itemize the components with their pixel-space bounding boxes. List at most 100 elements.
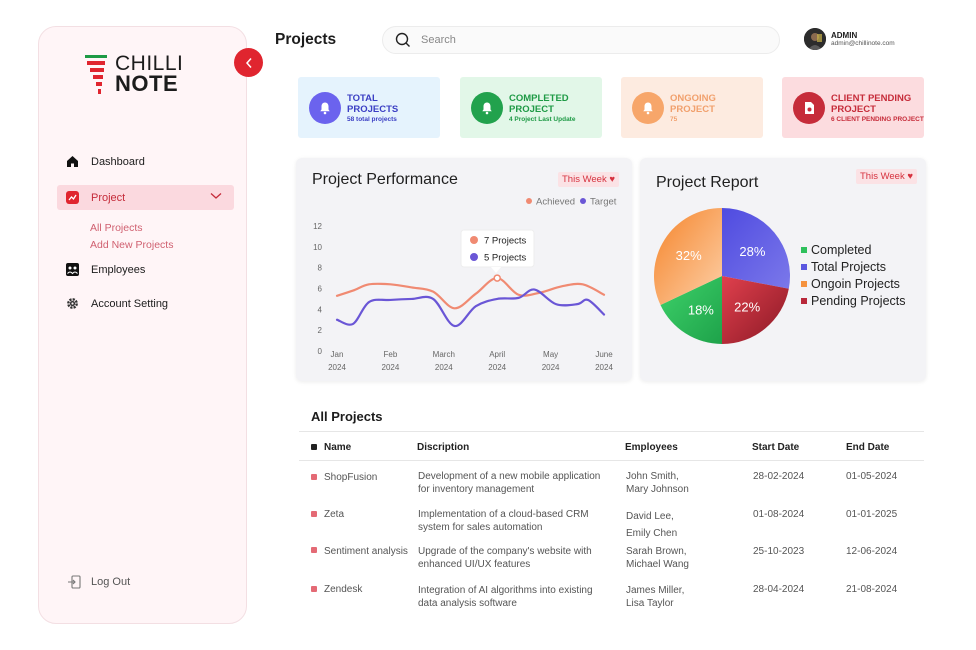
stat-title: PROJECT xyxy=(509,103,554,115)
project-description: Development of a new mobile application f… xyxy=(418,470,600,496)
column-header-start-date[interactable]: Start Date xyxy=(752,442,800,453)
highlight-point[interactable] xyxy=(493,274,501,282)
heart-icon: ♥ xyxy=(907,171,913,182)
search-bar[interactable] xyxy=(382,26,780,54)
column-header-description[interactable]: Discription xyxy=(417,442,470,453)
performance-panel: Project Performance This Week ♥ Achieved… xyxy=(296,158,632,381)
description-line: data analysis software xyxy=(418,598,517,609)
performance-title: Project Performance xyxy=(312,171,458,188)
employee-name: David Lee, xyxy=(626,511,674,522)
document-icon xyxy=(793,91,825,124)
stat-card-ongoing-project[interactable]: ONGOING PROJECT 75 xyxy=(621,77,763,138)
description-line: Upgrade of the company's website with xyxy=(418,546,592,557)
description-line: Implementation of a cloud-based CRM xyxy=(418,509,589,520)
tooltip-achieved: 7 Projects xyxy=(484,236,526,247)
stat-title: PROJECT xyxy=(831,103,876,115)
performance-week-dropdown[interactable]: This Week ♥ xyxy=(558,172,619,187)
report-panel: Project Report This Week ♥ 28% 22% 18% 32% … xyxy=(640,158,926,381)
pie-slice-pending-projects[interactable] xyxy=(722,276,789,344)
heart-icon: ♥ xyxy=(609,174,615,185)
x-tick-label: April xyxy=(489,350,505,359)
sidebar-item-project[interactable]: Project xyxy=(57,185,234,210)
legend-item-pending-projects: Pending Projects xyxy=(801,292,906,309)
chart-tooltip: 7 Projects 5 Projects xyxy=(460,229,535,273)
gear-icon xyxy=(65,297,79,311)
y-tick-label: 12 xyxy=(313,222,322,231)
description-line: system for sales automation xyxy=(418,522,543,533)
project-name[interactable]: ShopFusion xyxy=(324,472,378,483)
description-line: Development of a new mobile application xyxy=(418,471,601,482)
project-name[interactable]: Sentiment analysis xyxy=(324,546,408,557)
stat-title: COMPLETED xyxy=(509,92,569,104)
series-line-target xyxy=(335,288,606,328)
user-email: admin@chillinote.com xyxy=(831,40,895,47)
stat-title: ONGOING xyxy=(670,92,716,104)
x-tick-year: 2024 xyxy=(382,363,400,372)
x-tick-label: June xyxy=(595,350,613,359)
column-header-name[interactable]: Name xyxy=(324,442,352,453)
series-line-achieved xyxy=(335,276,606,310)
project-name[interactable]: Zeta xyxy=(324,509,345,520)
legend-target: Target xyxy=(590,197,617,208)
collapse-sidebar-button[interactable] xyxy=(234,48,263,77)
logout-label: Log Out xyxy=(91,576,131,588)
search-input[interactable] xyxy=(421,34,751,46)
row-marker xyxy=(311,474,317,480)
sidebar-item-label: Dashboard xyxy=(91,155,145,168)
sidebar-item-dashboard[interactable]: Dashboard xyxy=(57,149,234,174)
stat-card-total-projects[interactable]: TOTAL PROJECTS 58 total projects xyxy=(298,77,440,138)
chevron-down-icon[interactable] xyxy=(210,191,222,203)
user-profile[interactable]: ADMIN admin@chillinote.com xyxy=(804,28,895,50)
stat-title: PROJECTS xyxy=(347,103,399,115)
end-date: 12-06-2024 xyxy=(846,546,898,557)
logout-button[interactable]: Log Out xyxy=(67,575,130,589)
chart-legend: Achieved Target xyxy=(526,197,617,208)
stat-sub: 4 Project Last Update xyxy=(509,115,576,123)
brand-logo: CHILLI NOTE xyxy=(85,53,183,95)
tooltip-dot-target xyxy=(470,253,478,261)
column-header-end-date[interactable]: End Date xyxy=(846,442,890,453)
y-tick-label: 6 xyxy=(318,285,323,294)
home-icon xyxy=(65,155,79,169)
start-date: 01-08-2024 xyxy=(753,509,805,520)
sub-item-add-new-projects[interactable]: Add New Projects xyxy=(90,239,174,251)
pie-slice-ongoin-projects[interactable] xyxy=(654,208,722,305)
sidebar: CHILLI NOTE Dashboard Project All Projec… xyxy=(38,26,247,624)
performance-line-chart: Achieved Target 0 2 4 6 8 10 12 Jan 2024 Feb 2024… xyxy=(313,197,617,373)
project-employees: John Smith, Mary Johnson xyxy=(626,470,689,496)
pie-label: 32% xyxy=(676,248,702,263)
legend-dot-target xyxy=(580,198,586,204)
pie-legend: Completed Total Projects Ongoin Projects… xyxy=(801,241,906,309)
end-date: 01-01-2025 xyxy=(846,509,898,520)
brand-line2: NOTE xyxy=(115,71,179,96)
x-tick-year: 2024 xyxy=(328,363,346,372)
project-name[interactable]: Zendesk xyxy=(324,584,363,595)
sub-item-all-projects[interactable]: All Projects xyxy=(90,222,143,234)
sidebar-item-account-setting[interactable]: Account Setting xyxy=(57,291,234,316)
report-title: Project Report xyxy=(656,174,759,191)
x-tick-label: May xyxy=(543,350,558,359)
report-week-dropdown[interactable]: This Week ♥ xyxy=(856,169,917,184)
x-tick-label: Jan xyxy=(331,350,344,359)
project-description: Implementation of a cloud-based CRM syste… xyxy=(418,508,589,534)
project-report-pie-chart: 28% 22% 18% 32% xyxy=(654,208,790,344)
stat-card-completed-project[interactable]: COMPLETED PROJECT 4 Project Last Update xyxy=(460,77,602,138)
column-header-employees[interactable]: Employees xyxy=(625,442,678,453)
chilli-logo-icon xyxy=(85,55,107,94)
pie-slice-total-projects[interactable] xyxy=(722,208,790,289)
user-name: ADMIN xyxy=(831,31,858,40)
y-tick-label: 0 xyxy=(318,347,323,356)
sidebar-item-employees[interactable]: Employees xyxy=(57,257,234,282)
employee-name: Mary Johnson xyxy=(626,484,689,495)
stat-title: CLIENT PENDING xyxy=(831,92,912,104)
employee-name: James Miller, xyxy=(626,585,685,596)
row-marker xyxy=(311,586,317,592)
page-title: Projects xyxy=(275,31,337,48)
start-date: 28-02-2024 xyxy=(753,471,805,482)
pie-slice-completed[interactable] xyxy=(660,276,722,344)
employee-name: Sarah Brown, xyxy=(626,546,687,557)
legend-label: Total Projects xyxy=(811,259,887,274)
stat-card-client-pending[interactable]: CLIENT PENDING PROJECT 6 CLIENT PENDING … xyxy=(782,77,924,138)
brand-line1: CHILLI xyxy=(115,52,184,75)
avatar[interactable] xyxy=(804,28,826,50)
